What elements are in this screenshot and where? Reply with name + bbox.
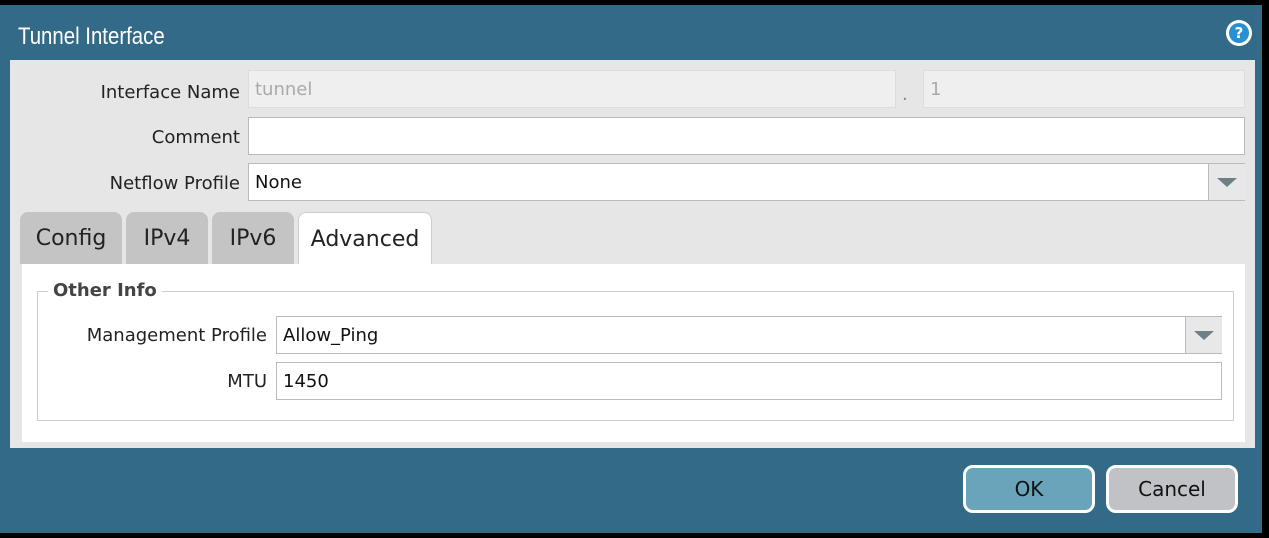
mtu-input[interactable]: 1450	[276, 362, 1222, 400]
mtu-label: MTU	[227, 371, 267, 392]
interface-name-input: tunnel	[248, 70, 896, 108]
tab-config[interactable]: Config	[20, 212, 122, 264]
tab-content: Other Info Management Profile Allow_Ping…	[22, 264, 1245, 442]
interface-unit-input: 1	[923, 70, 1245, 108]
ok-button[interactable]: OK	[963, 465, 1095, 513]
other-info-legend: Other Info	[48, 280, 162, 301]
management-profile-select[interactable]: Allow_Ping	[276, 316, 1222, 354]
netflow-dropdown-button[interactable]	[1208, 164, 1245, 200]
chevron-down-icon	[1217, 177, 1237, 187]
comment-label: Comment	[151, 127, 240, 148]
management-dropdown-button[interactable]	[1185, 317, 1222, 353]
tunnel-interface-dialog: Tunnel Interface ? Interface Name tunnel…	[0, 5, 1262, 533]
cancel-button[interactable]: Cancel	[1106, 465, 1238, 513]
other-info-fieldset: Other Info Management Profile Allow_Ping…	[37, 280, 1234, 421]
chevron-down-icon	[1194, 330, 1214, 340]
netflow-profile-value: None	[255, 171, 302, 193]
comment-input[interactable]	[248, 117, 1245, 155]
netflow-profile-select[interactable]: None	[248, 163, 1245, 201]
netflow-profile-label: Netflow Profile	[109, 173, 240, 194]
tab-advanced[interactable]: Advanced	[298, 212, 432, 266]
management-profile-label: Management Profile	[86, 325, 267, 346]
help-icon[interactable]: ?	[1226, 20, 1252, 46]
management-profile-value: Allow_Ping	[283, 324, 379, 346]
dialog-title: Tunnel Interface	[18, 23, 165, 50]
tab-ipv6[interactable]: IPv6	[212, 212, 294, 264]
form-panel: Interface Name tunnel . 1 Comment Netflo…	[10, 60, 1255, 448]
separator: .	[902, 84, 908, 105]
tab-ipv4[interactable]: IPv4	[126, 212, 208, 264]
interface-name-label: Interface Name	[100, 82, 240, 103]
